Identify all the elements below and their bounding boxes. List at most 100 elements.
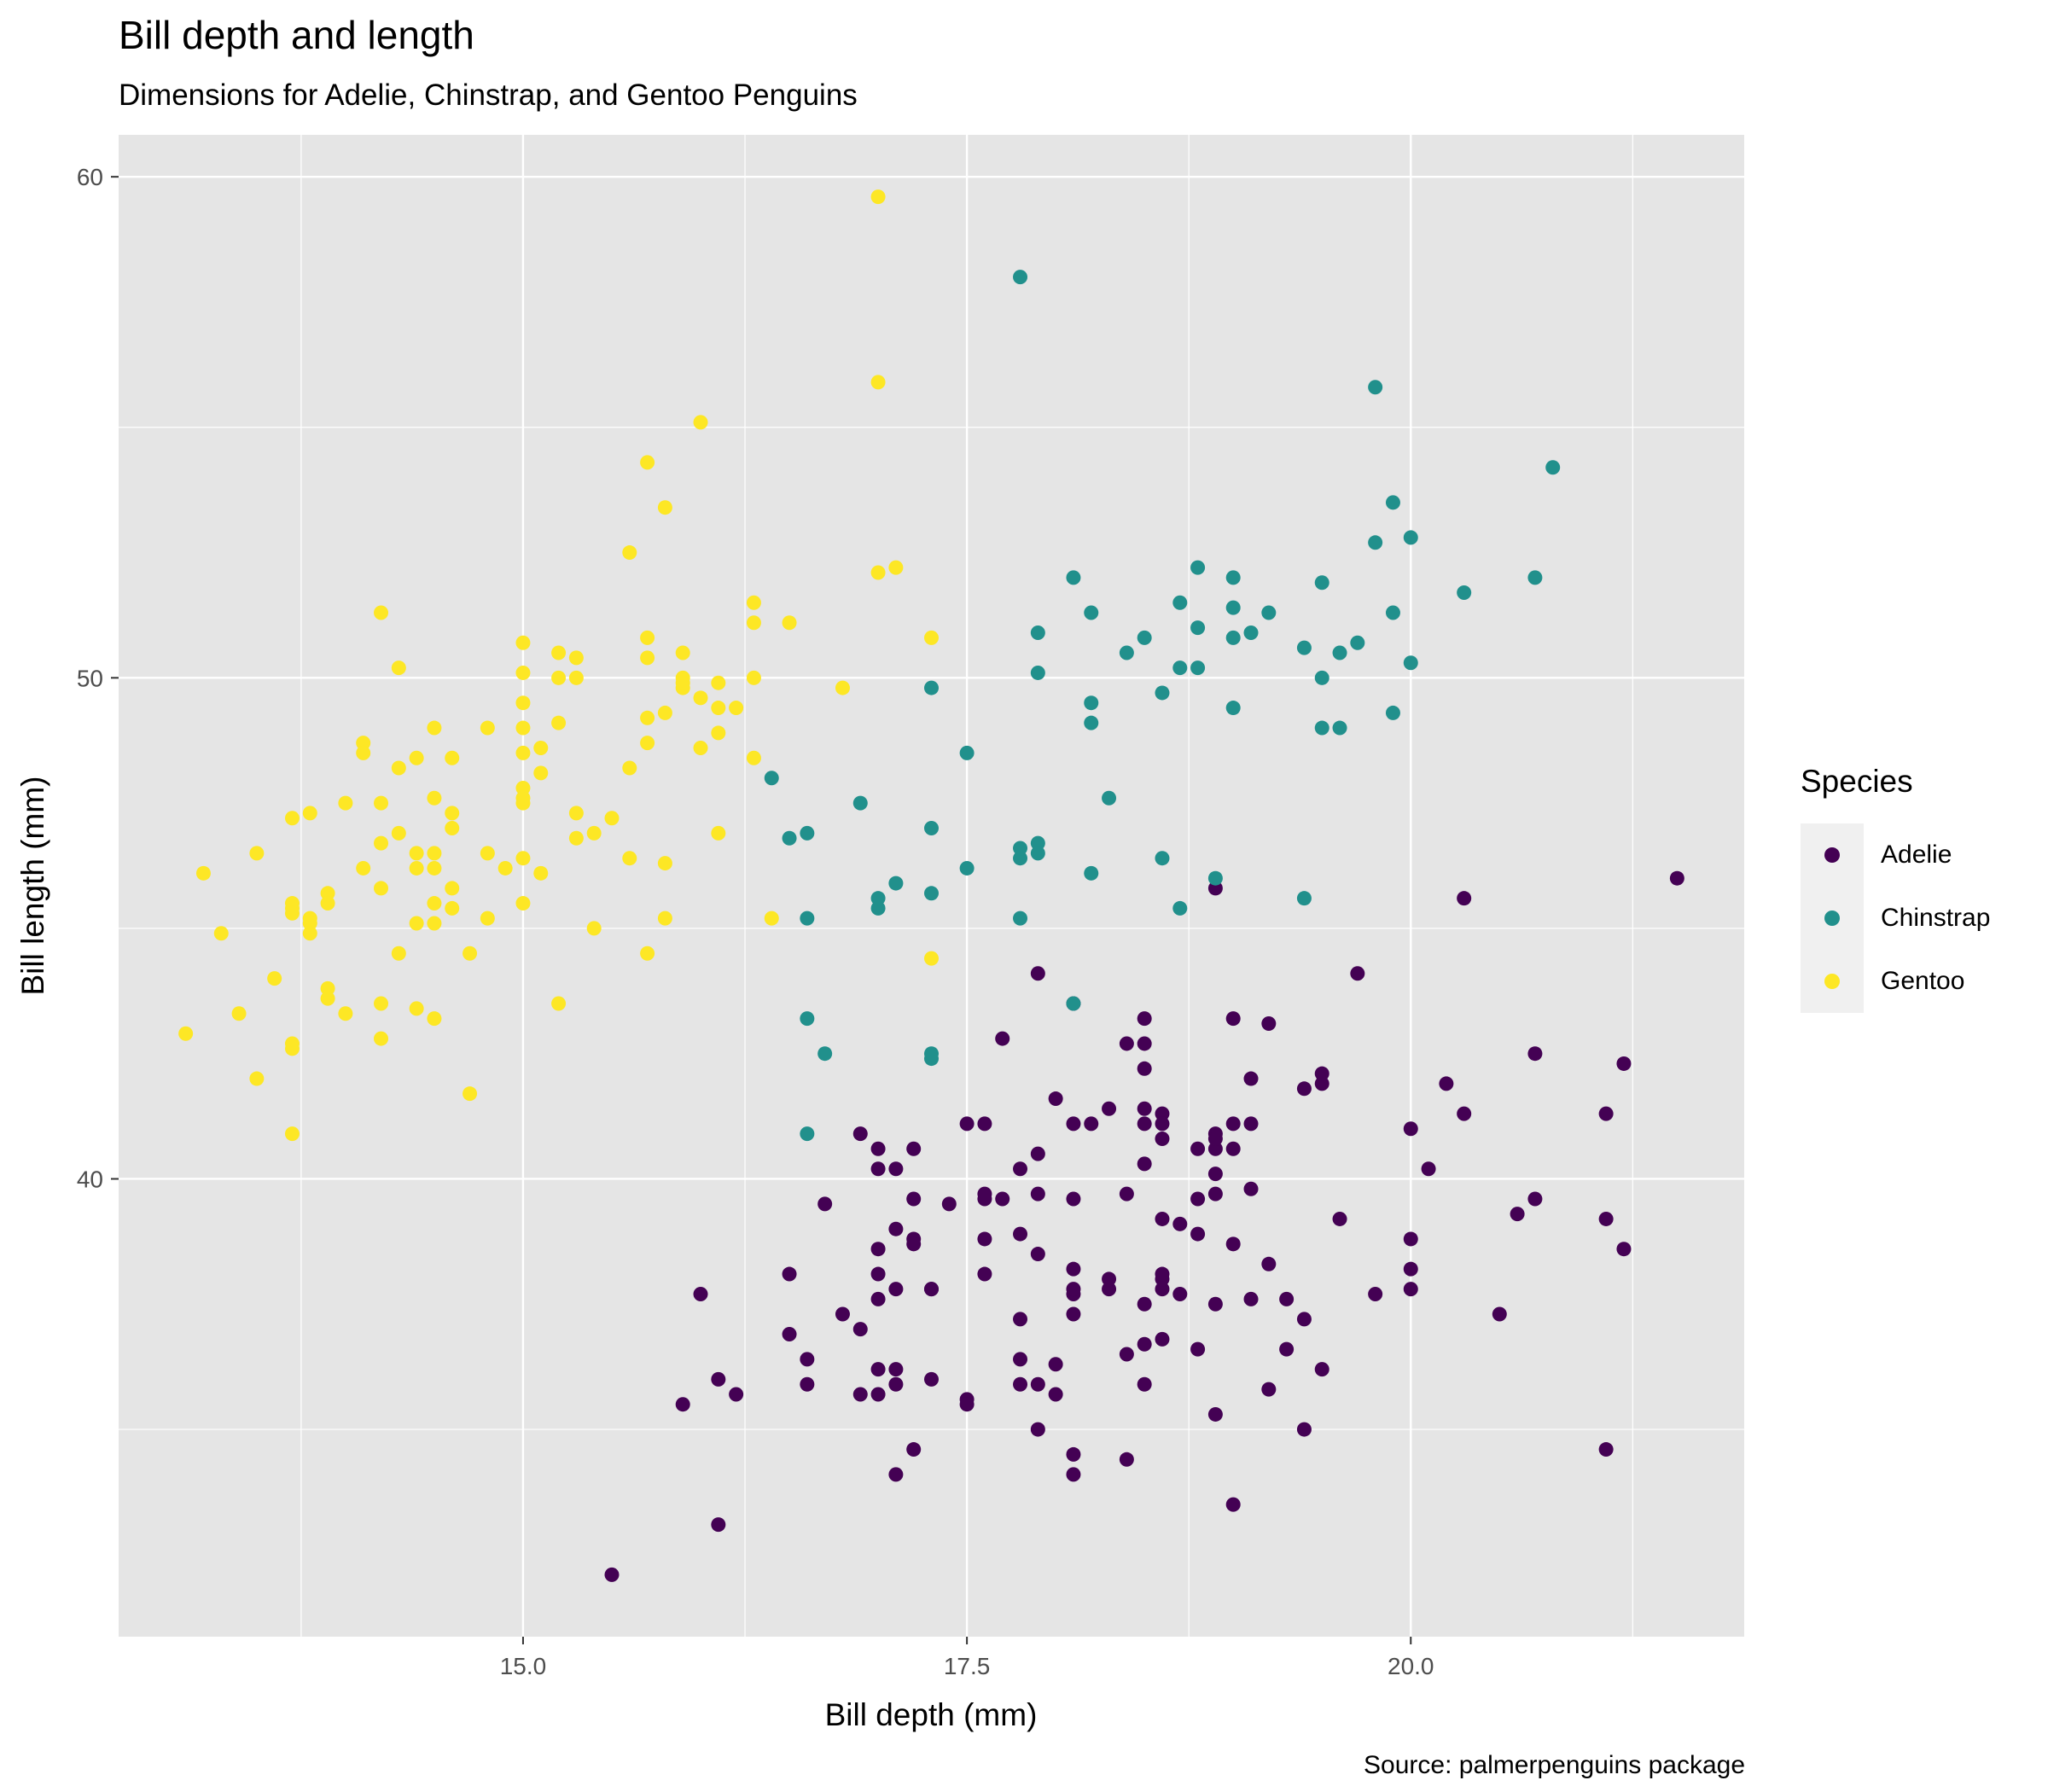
data-point-gentoo [249,846,265,861]
data-point-adelie [906,1141,922,1156]
data-point-adelie [1314,1066,1329,1081]
data-point-gentoo [604,811,620,826]
data-point-chinstrap [817,1046,833,1062]
data-point-gentoo [764,911,779,926]
data-point-gentoo [409,846,424,861]
data-point-gentoo [835,680,850,695]
data-point-gentoo [515,790,531,806]
data-point-adelie [1457,891,1472,906]
data-point-gentoo [870,565,886,580]
data-point-adelie [1013,1161,1028,1177]
data-point-adelie [1048,1387,1063,1402]
data-point-chinstrap [1385,705,1400,720]
minor-gridlines [119,135,1744,1637]
data-point-chinstrap [1296,891,1312,906]
data-point-adelie [870,1266,886,1282]
data-point-adelie [870,1141,886,1156]
data-point-adelie [888,1362,904,1377]
y-tick-label: 40 [77,1166,103,1192]
data-point-gentoo [533,865,549,881]
data-point-adelie [1243,1071,1259,1086]
data-point-adelie [1314,1076,1329,1091]
legend-title: Species [1801,764,1913,799]
legend-dot-gentoo [1824,974,1840,989]
data-point-gentoo [480,846,495,861]
data-point-gentoo [284,905,300,921]
legend-item-chinstrap: Chinstrap [1801,887,2048,950]
legend-item-adelie: Adelie [1801,823,2048,887]
data-point-adelie [1137,1061,1152,1076]
data-point-chinstrap [1137,630,1152,645]
data-point-adelie [1598,1442,1614,1457]
data-point-gentoo [515,720,531,736]
data-point-adelie [1243,1291,1259,1306]
y-tick-label: 50 [77,665,103,691]
data-point-adelie [888,1221,904,1236]
legend-label-chinstrap: Chinstrap [1881,904,1991,932]
data-point-chinstrap [1155,851,1170,866]
data-point-adelie [1066,1261,1081,1277]
data-point-adelie [1066,1467,1081,1482]
data-point-chinstrap [1119,645,1134,660]
data-point-adelie [1296,1422,1312,1437]
data-point-adelie [1527,1046,1543,1062]
data-point-adelie [1350,966,1365,981]
data-point-gentoo [427,720,442,736]
legend-label-adelie: Adelie [1881,841,1952,869]
data-point-chinstrap [1013,270,1028,285]
data-point-chinstrap [1350,635,1365,650]
data-point-adelie [1190,1191,1206,1207]
data-point-adelie [1137,1296,1152,1312]
data-point-gentoo [693,415,708,430]
data-point-gentoo [178,1026,194,1041]
data-point-adelie [1403,1121,1418,1137]
data-point-gentoo [533,765,549,781]
data-point-chinstrap [1332,645,1347,660]
data-point-adelie [995,1191,1010,1207]
data-point-gentoo [427,790,442,806]
data-point-gentoo [551,996,567,1011]
data-point-adelie [1207,1167,1223,1182]
data-point-adelie [1261,1382,1277,1397]
data-point-chinstrap [800,1126,815,1142]
data-point-adelie [1066,1306,1081,1322]
legend-label-gentoo: Gentoo [1881,967,1965,995]
data-point-gentoo [640,736,655,751]
data-point-gentoo [586,825,602,841]
data-point-adelie [1492,1306,1507,1322]
data-point-gentoo [497,860,513,876]
data-point-chinstrap [1066,570,1081,585]
data-point-gentoo [515,635,531,650]
data-point-chinstrap [1314,720,1329,736]
data-point-adelie [817,1196,833,1212]
data-point-gentoo [640,630,655,645]
data-point-adelie [1013,1226,1028,1242]
data-point-gentoo [711,701,726,716]
data-point-adelie [888,1467,904,1482]
data-point-adelie [1155,1282,1170,1297]
data-point-adelie [1155,1266,1170,1282]
data-point-gentoo [445,881,460,896]
data-point-gentoo [711,725,726,741]
data-point-chinstrap [1207,870,1223,886]
data-point-adelie [1137,1011,1152,1027]
data-point-adelie [1207,1186,1223,1201]
data-point-gentoo [711,675,726,690]
data-point-gentoo [445,820,460,835]
data-point-chinstrap [870,900,886,916]
data-point-chinstrap [1030,835,1045,851]
data-point-gentoo [427,846,442,861]
data-point-adelie [1616,1242,1632,1257]
data-point-gentoo [870,375,886,390]
data-point-adelie [1261,1015,1277,1031]
data-point-adelie [1616,1056,1632,1071]
major-gridlines [119,135,1744,1637]
data-point-gentoo [463,945,478,961]
data-point-gentoo [427,1011,442,1027]
data-point-chinstrap [1084,605,1099,620]
data-point-chinstrap [1084,715,1099,730]
data-point-adelie [1155,1211,1170,1226]
x-tick-label: 20.0 [1388,1653,1434,1679]
data-point-adelie [959,1116,975,1132]
data-point-adelie [1102,1282,1117,1297]
